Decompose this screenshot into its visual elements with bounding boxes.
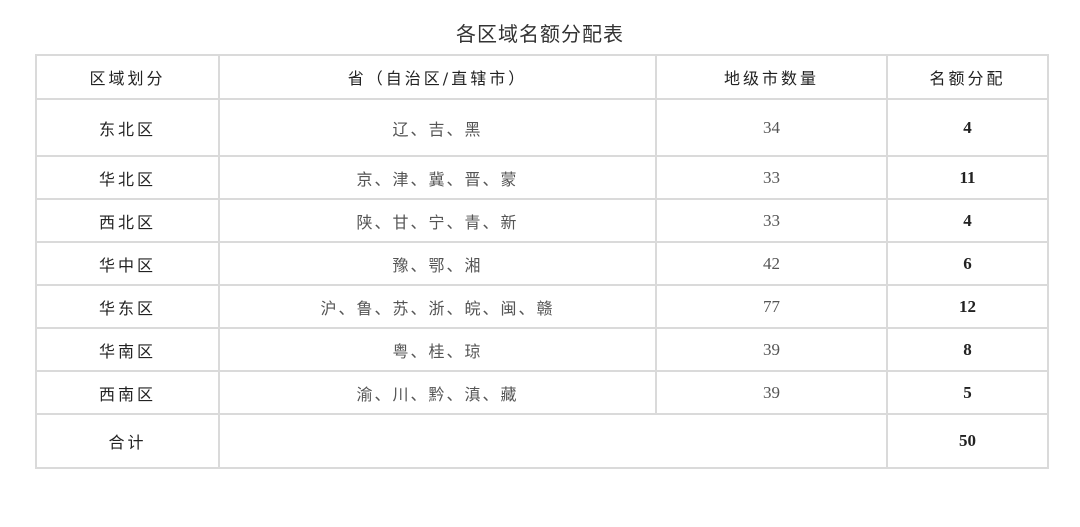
- header-region: 区域划分: [35, 54, 220, 100]
- table-row: 东北区 辽、吉、黑 34 4: [35, 98, 1049, 157]
- provinces-cell: 陕、甘、宁、青、新: [218, 198, 657, 243]
- city-count-cell: 39: [655, 370, 888, 415]
- quota-cell: 8: [886, 327, 1049, 372]
- header-city-count: 地级市数量: [655, 54, 888, 100]
- table-title: 各区域名额分配表: [456, 22, 624, 46]
- region-cell: 华东区: [35, 284, 220, 329]
- table-row: 华南区 粤、桂、琼 39 8: [35, 327, 1049, 372]
- region-cell: 西北区: [35, 198, 220, 243]
- quota-cell: 4: [886, 198, 1049, 243]
- total-label: 合计: [35, 413, 220, 469]
- city-count-cell: 33: [655, 198, 888, 243]
- provinces-cell: 豫、鄂、湘: [218, 241, 657, 286]
- total-quota: 50: [886, 413, 1049, 469]
- header-quota: 名额分配: [886, 54, 1049, 100]
- total-empty-cell: [218, 413, 888, 469]
- provinces-cell: 渝、川、黔、滇、藏: [218, 370, 657, 415]
- city-count-cell: 39: [655, 327, 888, 372]
- city-count-cell: 42: [655, 241, 888, 286]
- region-cell: 华南区: [35, 327, 220, 372]
- provinces-cell: 沪、鲁、苏、浙、皖、闽、赣: [218, 284, 657, 329]
- header-provinces: 省（自治区/直辖市）: [218, 54, 657, 100]
- table-row: 西南区 渝、川、黔、滇、藏 39 5: [35, 370, 1049, 415]
- region-cell: 华北区: [35, 155, 220, 200]
- provinces-cell: 京、津、冀、晋、蒙: [218, 155, 657, 200]
- provinces-cell: 辽、吉、黑: [218, 98, 657, 157]
- region-cell: 西南区: [35, 370, 220, 415]
- table-header-row: 区域划分 省（自治区/直辖市） 地级市数量 名额分配: [35, 54, 1049, 100]
- quota-cell: 4: [886, 98, 1049, 157]
- city-count-cell: 34: [655, 98, 888, 157]
- city-count-cell: 33: [655, 155, 888, 200]
- quota-cell: 11: [886, 155, 1049, 200]
- region-cell: 东北区: [35, 98, 220, 157]
- table-row: 华东区 沪、鲁、苏、浙、皖、闽、赣 77 12: [35, 284, 1049, 329]
- city-count-cell: 77: [655, 284, 888, 329]
- total-row: 合计 50: [35, 413, 1049, 469]
- quota-cell: 5: [886, 370, 1049, 415]
- table-row: 西北区 陕、甘、宁、青、新 33 4: [35, 198, 1049, 243]
- quota-cell: 6: [886, 241, 1049, 286]
- quota-allocation-table: 区域划分 省（自治区/直辖市） 地级市数量 名额分配 东北区 辽、吉、黑 34 …: [35, 54, 1049, 469]
- quota-cell: 12: [886, 284, 1049, 329]
- provinces-cell: 粤、桂、琼: [218, 327, 657, 372]
- region-cell: 华中区: [35, 241, 220, 286]
- table-row: 华中区 豫、鄂、湘 42 6: [35, 241, 1049, 286]
- table-row: 华北区 京、津、冀、晋、蒙 33 11: [35, 155, 1049, 200]
